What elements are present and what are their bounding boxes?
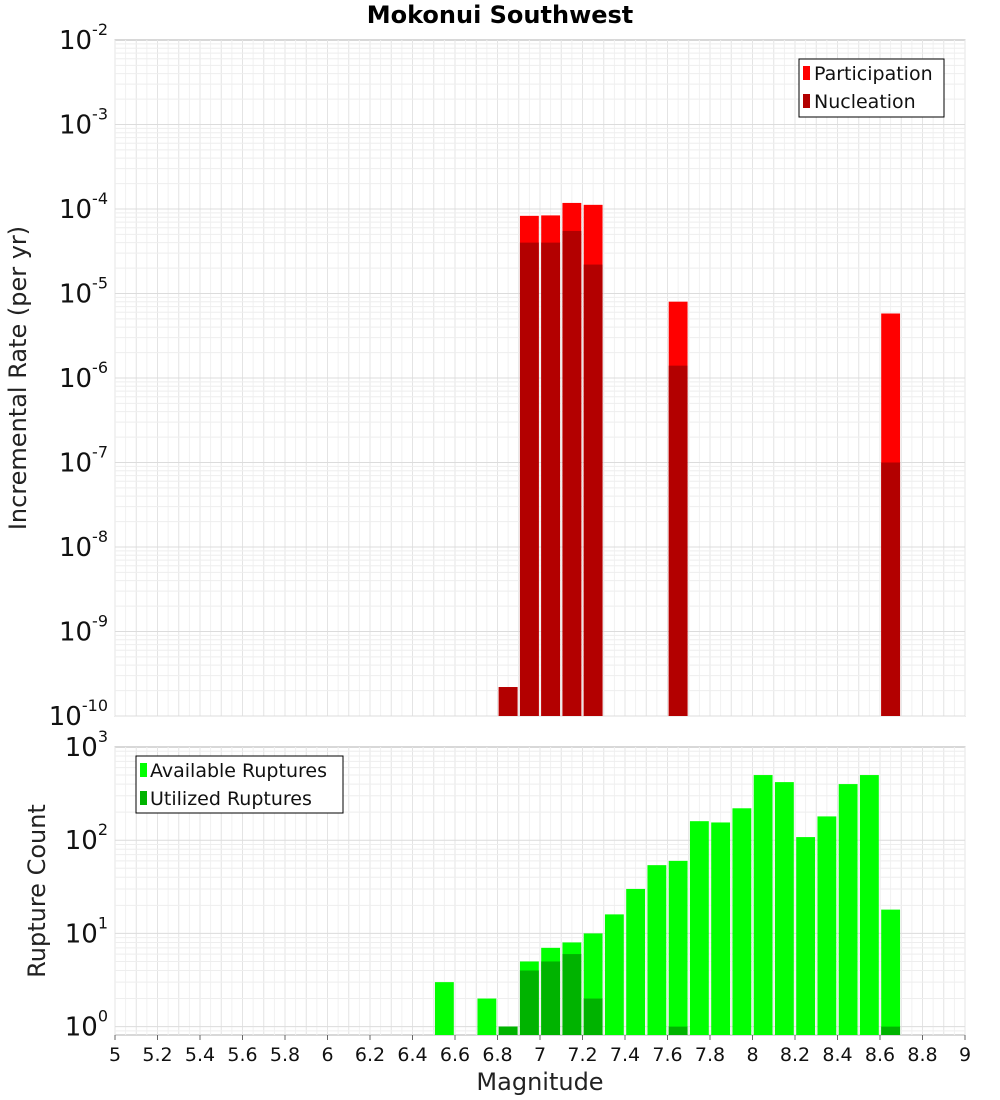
rate-legend-box [798, 58, 945, 118]
count-panel: 100 101 102 103 Rupture Count Available Rup… [23, 727, 966, 1043]
x-tick-label: 9 [959, 1044, 971, 1066]
count-y-axis-label: Rupture Count [23, 804, 51, 978]
x-tick-label: 7.4 [610, 1044, 640, 1066]
available-ruptures-bar [434, 982, 454, 1035]
nucleation-bar [881, 462, 901, 716]
utilized-swatch [140, 791, 147, 805]
rate-y-tick-label: 10-8 [59, 527, 108, 563]
count-legend-box [135, 755, 344, 814]
count-y-tick-label: 102 [65, 820, 108, 856]
x-tick-label: 6.2 [355, 1044, 385, 1066]
x-tick-label: 7 [534, 1044, 546, 1066]
count-y-tick-label: 100 [65, 1007, 108, 1043]
rate-y-tick-label: 10-9 [59, 612, 108, 648]
available-ruptures-bar [668, 860, 688, 1035]
available-ruptures-bar [732, 808, 752, 1035]
x-tick-label: 6.4 [397, 1044, 427, 1066]
available-ruptures-bar [753, 775, 773, 1035]
utilized-ruptures-bar [881, 1026, 901, 1035]
utilized-ruptures-bar [562, 954, 582, 1035]
participation-legend-label: Participation [814, 63, 933, 85]
utilized-ruptures-bar [583, 998, 603, 1035]
nucleation-bar [583, 264, 603, 716]
x-axis-label: Magnitude [476, 1068, 603, 1096]
available-ruptures-bar [626, 888, 646, 1035]
available-ruptures-bar [689, 821, 709, 1035]
x-tick-label: 8 [746, 1044, 758, 1066]
available-ruptures-bar [881, 909, 901, 1035]
rate-y-tick-label: 10-6 [59, 358, 108, 394]
rate-grid [114, 40, 966, 717]
nucleation-legend-label: Nucleation [814, 91, 916, 113]
rate-y-tick-label: 10-2 [59, 20, 108, 56]
nucleation-bar [541, 242, 561, 717]
utilized-ruptures-bar [519, 970, 539, 1035]
nucleation-swatch [803, 94, 810, 108]
x-tick-label: 5.2 [142, 1044, 172, 1066]
rate-y-tick-label: 10-10 [49, 696, 108, 732]
rate-bars [498, 202, 901, 717]
available-legend-label: Available Ruptures [150, 760, 327, 782]
x-ticks: 5 5.2 5.4 5.6 5.8 6 6.2 6.4 6.6 6.8 7 7.2 7.4 7.6 7.8 8… [109, 1035, 971, 1066]
available-ruptures-bar [838, 784, 858, 1035]
x-tick-label: 5 [109, 1044, 121, 1066]
x-tick-label: 8.6 [865, 1044, 895, 1066]
x-tick-label: 6.8 [482, 1044, 512, 1066]
participation-swatch [803, 66, 810, 80]
nucleation-bar [668, 365, 688, 716]
available-ruptures-bar [859, 775, 879, 1035]
rate-y-ticks: 10-10 10-9 10-8 10-7 10-6 10-5 10-4 10-3 10-2 [49, 20, 108, 732]
utilized-ruptures-bar [498, 1026, 518, 1035]
count-y-tick-label: 101 [65, 913, 108, 949]
rate-y-tick-label: 10-4 [59, 189, 108, 225]
rate-panel: 10-10 10-9 10-8 10-7 10-6 10-5 10-4 10-3 10-2 In… [4, 20, 966, 732]
x-tick-label: 6.6 [440, 1044, 470, 1066]
rate-y-tick-label: 10-7 [59, 443, 108, 479]
available-ruptures-bar [477, 998, 497, 1035]
x-tick-label: 6 [321, 1044, 333, 1066]
rate-y-tick-label: 10-5 [59, 274, 108, 310]
x-tick-label: 8.2 [780, 1044, 810, 1066]
available-ruptures-bar [817, 816, 837, 1035]
x-tick-label: 8.8 [907, 1044, 937, 1066]
utilized-legend-label: Utilized Ruptures [150, 788, 312, 810]
nucleation-bar [519, 242, 539, 717]
x-tick-label: 7.2 [567, 1044, 597, 1066]
utilized-ruptures-bar [541, 961, 561, 1035]
x-tick-label: 5.4 [185, 1044, 215, 1066]
count-y-tick-label: 103 [65, 727, 108, 763]
rate-legend: Participation Nucleation [798, 58, 945, 118]
nucleation-bar [562, 230, 582, 717]
available-swatch [140, 763, 147, 777]
nucleation-bar [498, 687, 518, 716]
x-tick-label: 5.8 [270, 1044, 300, 1066]
rate-y-axis-label: Incremental Rate (per yr) [4, 226, 32, 530]
x-tick-label: 7.8 [695, 1044, 725, 1066]
count-legend: Available Ruptures Utilized Ruptures [135, 755, 344, 814]
utilized-ruptures-bar [668, 1026, 688, 1035]
available-ruptures-bar [796, 837, 816, 1035]
available-ruptures-bar [711, 822, 731, 1035]
available-ruptures-bar [647, 865, 667, 1035]
count-bars [434, 775, 901, 1035]
available-ruptures-bar [604, 914, 624, 1035]
chart-title: Mokonui Southwest [367, 1, 634, 29]
x-tick-label: 5.6 [227, 1044, 257, 1066]
count-y-ticks: 100 101 102 103 [65, 727, 108, 1043]
x-tick-label: 7.6 [652, 1044, 682, 1066]
available-ruptures-bar [774, 782, 794, 1035]
x-tick-label: 8.4 [822, 1044, 852, 1066]
rate-y-tick-label: 10-3 [59, 105, 108, 141]
